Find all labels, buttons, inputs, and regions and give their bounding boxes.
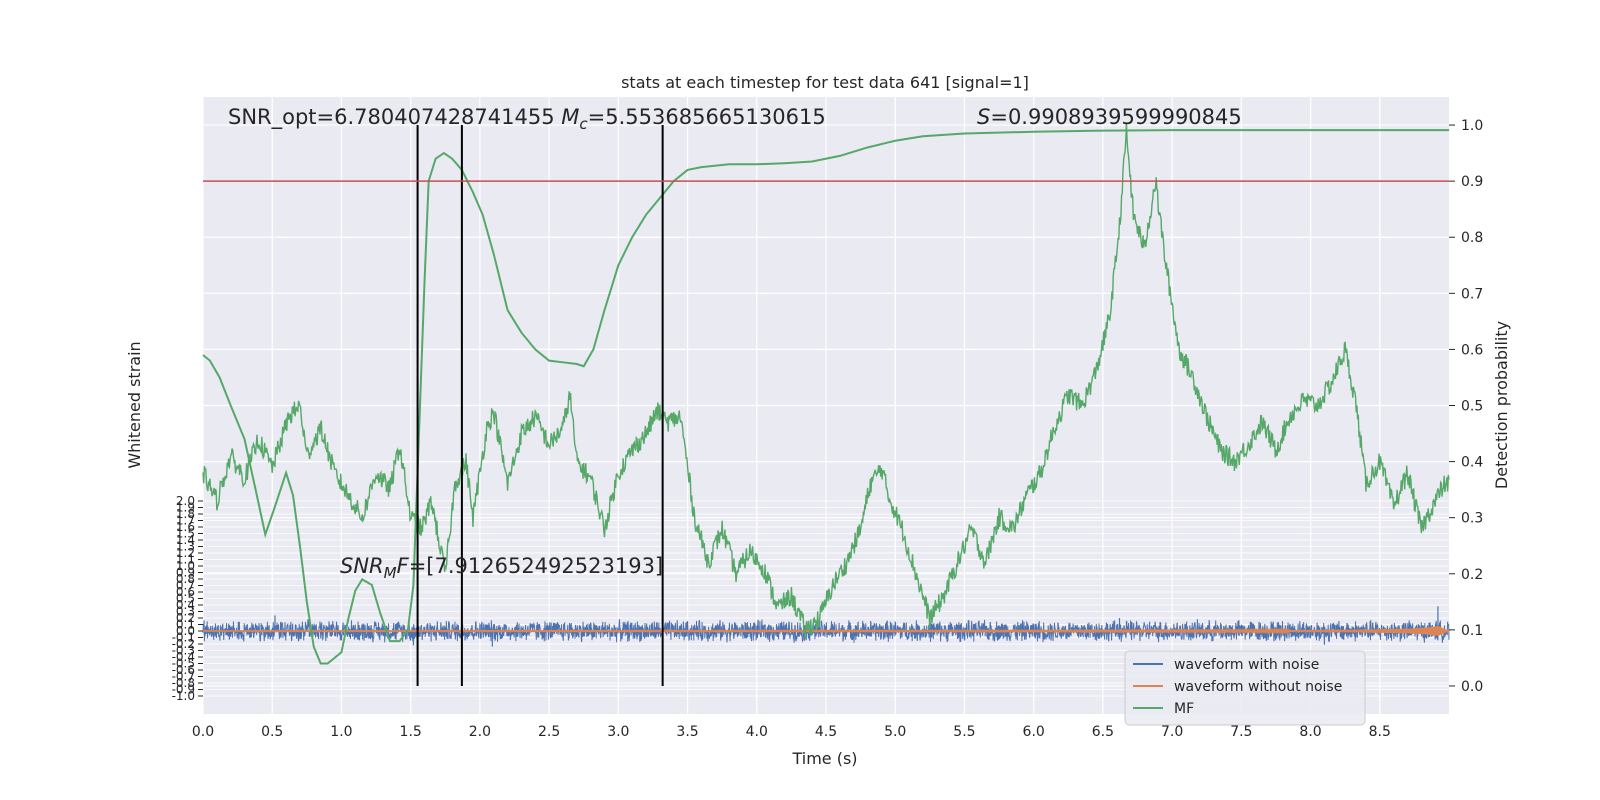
left-y-tick-label-7: -0.3 xyxy=(172,644,195,658)
right-y-tick-label-4: 0.4 xyxy=(1461,455,1483,471)
x-tick-label-6: 3.0 xyxy=(607,724,629,740)
legend-label-waveform-with-noise: waveform with noise xyxy=(1174,657,1319,673)
right-y-tick-label-10: 1.0 xyxy=(1461,118,1483,134)
snr-mf-mid: F xyxy=(397,554,410,578)
left-y-tick-label-0: -1.0 xyxy=(172,689,195,703)
x-tick-label-17: 8.5 xyxy=(1369,724,1391,740)
right-y-tick-label-3: 0.3 xyxy=(1461,511,1483,527)
mc-subscript: c xyxy=(579,115,588,133)
right-y-tick-label-1: 0.1 xyxy=(1461,623,1483,639)
snr-opt-annotation: SNR_opt=6.780407428741455 Mc=5.553685665… xyxy=(228,105,826,133)
left-y-axis-label: Whitened strain xyxy=(125,341,144,468)
series-mf xyxy=(202,122,1450,639)
left-y-tick-label-21: 1.1 xyxy=(176,553,195,567)
x-tick-label-2: 1.0 xyxy=(330,724,352,740)
left-y-tick-label-8: -0.2 xyxy=(172,637,195,651)
left-y-tick-label-14: 0.4 xyxy=(176,598,195,612)
snr-mf-subscript: M xyxy=(384,564,397,582)
left-y-tick-label-20: 1.0 xyxy=(176,559,195,573)
left-y-tick-label-12: 0.2 xyxy=(176,611,195,625)
x-tick-label-16: 8.0 xyxy=(1299,724,1321,740)
left-y-tick-label-15: 0.5 xyxy=(176,592,195,606)
legend-box xyxy=(1124,650,1366,726)
right-y-axis-label: Detection probability xyxy=(1492,321,1511,489)
x-tick-label-3: 1.5 xyxy=(400,724,422,740)
x-tick-label-10: 5.0 xyxy=(884,724,906,740)
left-y-tick-label-22: 1.2 xyxy=(176,546,195,560)
left-y-tick-label-28: 1.8 xyxy=(176,507,195,521)
left-y-tick-label-2: -0.8 xyxy=(172,676,195,690)
x-tick-label-8: 4.0 xyxy=(746,724,768,740)
series-waveform-without-noise xyxy=(202,626,1450,636)
x-tick-label-12: 6.0 xyxy=(1023,724,1045,740)
snr-mf-value: =[7.912652492523193] xyxy=(409,554,663,578)
right-y-tick-label-5: 0.5 xyxy=(1461,399,1483,415)
x-tick-label-4: 2.0 xyxy=(469,724,491,740)
left-y-tick-label-30: 2.0 xyxy=(176,494,195,508)
x-tick-label-9: 4.5 xyxy=(815,724,837,740)
x-tick-label-7: 3.5 xyxy=(676,724,698,740)
legend: waveform with noise waveform without noi… xyxy=(1124,650,1366,726)
s-annotation: S=0.9908939599990845 xyxy=(977,105,1242,129)
left-y-tick-label-26: 1.6 xyxy=(176,520,195,534)
x-tick-label-14: 7.0 xyxy=(1161,724,1183,740)
left-y-tick-label-4: -0.6 xyxy=(172,663,195,677)
legend-label-mf: MF xyxy=(1174,701,1194,717)
left-y-tick-label-5: -0.5 xyxy=(172,657,195,671)
x-tick-label-11: 5.5 xyxy=(953,724,975,740)
x-tick-label-1: 0.5 xyxy=(261,724,283,740)
left-y-tick-label-13: 0.3 xyxy=(176,605,195,619)
legend-label-waveform-without-noise: waveform without noise xyxy=(1174,679,1342,695)
left-y-tick-label-6: -0.4 xyxy=(172,650,195,664)
x-tick-label-15: 7.5 xyxy=(1230,724,1252,740)
mc-value: =5.553685665130615 xyxy=(588,105,826,129)
right-y-tick-label-2: 0.2 xyxy=(1461,567,1483,583)
left-y-tick-label-25: 1.5 xyxy=(176,527,195,541)
chart-title: stats at each timestep for test data 641… xyxy=(621,73,1029,92)
x-axis-label: Time (s) xyxy=(791,749,857,768)
snr-opt-text: SNR_opt=6.780407428741455 xyxy=(228,105,561,130)
left-y-tick-label-19: 0.9 xyxy=(176,566,195,580)
left-y-tick-label-18: 0.8 xyxy=(176,572,195,586)
left-y-tick-label-23: 1.3 xyxy=(176,540,195,554)
snr-mf-annotation: SNRMF=[7.912652492523193] xyxy=(340,554,663,582)
left-y-tick-label-24: 1.4 xyxy=(176,533,195,547)
left-y-tick-label-16: 0.6 xyxy=(176,585,195,599)
x-tick-label-0: 0.0 xyxy=(192,724,214,740)
right-y-tick-label-9: 0.9 xyxy=(1461,174,1483,190)
series-detection-probability xyxy=(202,129,1449,665)
left-y-tick-label-27: 1.7 xyxy=(176,514,195,528)
right-y-tick-label-6: 0.6 xyxy=(1461,342,1483,358)
left-y-tick-label-10: 0.0 xyxy=(176,624,195,638)
right-y-tick-label-0: 0.0 xyxy=(1461,679,1483,695)
vertical-lines xyxy=(416,125,664,686)
right-y-tick-label-8: 0.8 xyxy=(1461,230,1483,246)
left-y-ticks: -1.0-0.9-0.8-0.7-0.6-0.5-0.4-0.3-0.2-0.1… xyxy=(172,494,203,703)
right-y-tick-label-7: 0.7 xyxy=(1461,286,1483,302)
x-ticks: 0.0 0.5 1.0 1.5 2.0 2.5 3.0 3.5 4.0 4.5 5.0 5.5 6.0 6… xyxy=(192,724,1391,740)
right-y-ticks: 0.0 0.1 0.2 0.3 0.4 0.5 0.6 0.7 0.8 0.9 1.0 xyxy=(1449,118,1483,695)
left-y-tick-label-11: 0.1 xyxy=(176,618,195,632)
s-value: =0.9908939599990845 xyxy=(990,105,1241,129)
snr-mf-symbol: SNR xyxy=(340,554,384,578)
left-y-tick-label-3: -0.7 xyxy=(172,670,195,684)
left-y-tick-label-17: 0.7 xyxy=(176,579,195,593)
x-tick-label-5: 2.5 xyxy=(538,724,560,740)
left-y-tick-label-1: -0.9 xyxy=(172,683,195,697)
series-layer xyxy=(202,122,1450,665)
mc-symbol: M xyxy=(561,105,579,129)
left-y-tick-label-9: -0.1 xyxy=(172,631,195,645)
s-symbol: S xyxy=(977,105,990,129)
left-y-tick-label-29: 1.9 xyxy=(176,501,195,515)
x-tick-label-13: 6.5 xyxy=(1092,724,1114,740)
